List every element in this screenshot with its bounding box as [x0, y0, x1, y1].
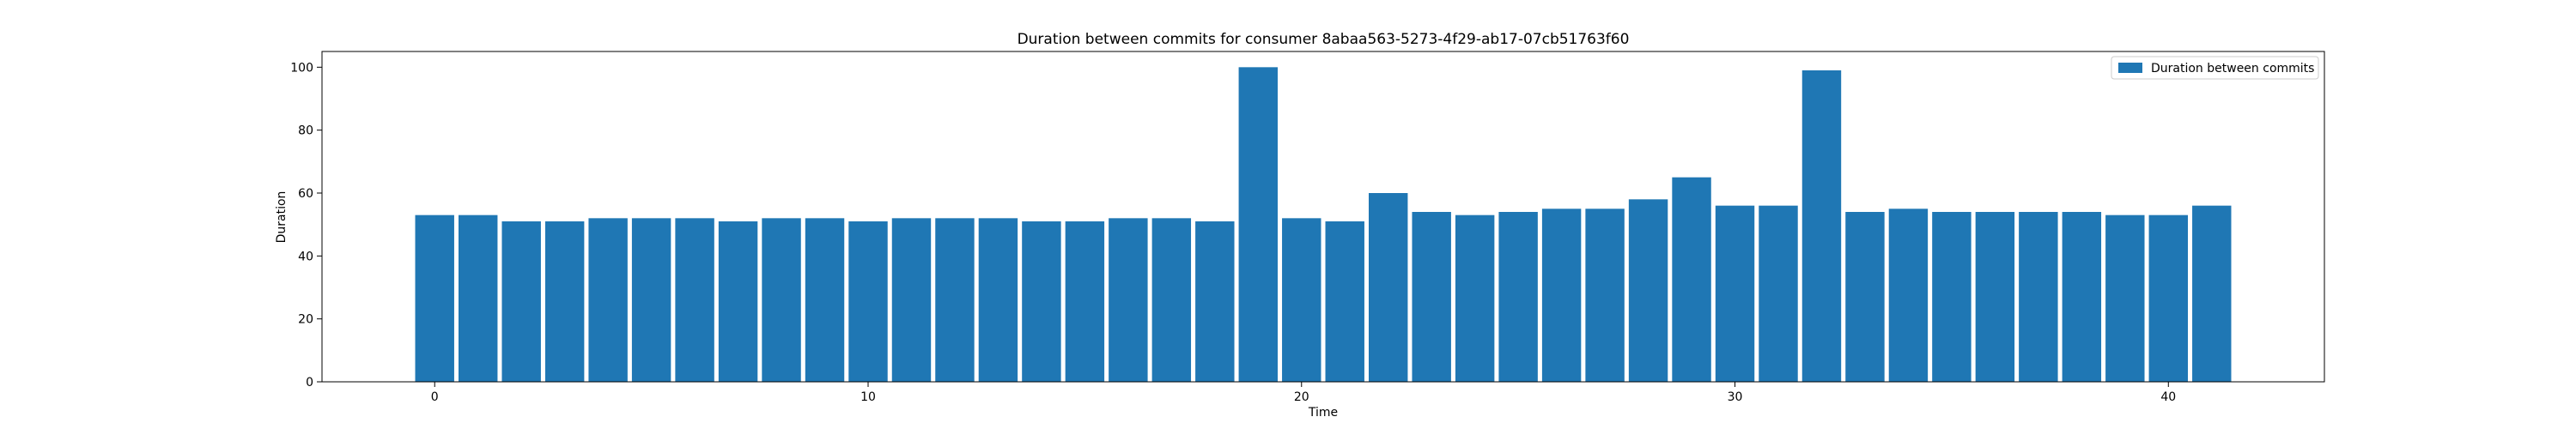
bar — [1932, 212, 1971, 382]
bar — [2148, 214, 2188, 382]
bar — [2019, 212, 2058, 382]
bar — [718, 221, 758, 382]
bar — [415, 214, 454, 382]
bar — [459, 214, 498, 382]
plot-frame — [321, 51, 2325, 383]
y-tick-label: 40 — [298, 250, 313, 263]
bar — [1109, 218, 1148, 382]
bar — [1715, 205, 1755, 382]
y-tick-label: 60 — [298, 187, 313, 201]
bar — [848, 221, 888, 382]
bar — [1195, 221, 1235, 382]
bar — [1498, 212, 1538, 382]
y-axis-label: Duration — [275, 191, 289, 244]
bar — [588, 218, 628, 382]
bar — [1628, 199, 1668, 382]
bar — [1412, 212, 1451, 382]
x-tick-label: 10 — [860, 390, 876, 404]
x-tick-label: 20 — [1294, 390, 1309, 404]
bar — [501, 221, 541, 382]
legend-label: Duration between commits — [2151, 62, 2314, 76]
y-tick-label: 0 — [306, 376, 313, 390]
x-axis-ticks: 0 10 20 30 40 — [431, 382, 2176, 404]
bar — [1845, 212, 1885, 382]
bar — [2192, 205, 2232, 382]
bar — [1369, 193, 1408, 382]
bar — [1065, 221, 1105, 382]
bar — [935, 218, 975, 382]
bar — [675, 218, 714, 382]
legend: Duration between commits — [2111, 56, 2319, 80]
y-axis-ticks: 0 20 40 60 80 100 — [290, 61, 322, 390]
x-tick-label: 30 — [1728, 390, 1743, 404]
bar — [1975, 212, 2015, 382]
bar — [1585, 208, 1625, 382]
x-tick-label: 40 — [2160, 390, 2176, 404]
bar — [1888, 208, 1929, 382]
bar — [1325, 221, 1364, 382]
bar — [1801, 70, 1842, 382]
bar — [1022, 221, 1061, 382]
bar — [1541, 208, 1582, 382]
bars-group — [415, 67, 2232, 382]
y-tick-label: 80 — [298, 124, 313, 138]
y-tick-label: 20 — [298, 313, 313, 327]
legend-frame — [2111, 56, 2319, 80]
bar — [891, 218, 932, 382]
bar — [762, 218, 801, 382]
bar — [544, 221, 585, 382]
bar — [2062, 212, 2102, 382]
bar — [805, 218, 845, 382]
bar — [1759, 205, 1798, 382]
bar — [631, 218, 671, 382]
y-tick-label: 100 — [290, 61, 313, 75]
legend-swatch — [2118, 63, 2142, 73]
bar — [978, 218, 1018, 382]
bar — [1282, 218, 1321, 382]
bar — [2105, 214, 2145, 382]
chart-title: Duration between commits for consumer 8a… — [1018, 31, 1630, 48]
bar — [1238, 67, 1278, 382]
x-axis-label: Time — [1308, 406, 1338, 420]
x-tick-label: 0 — [431, 390, 439, 404]
bar — [1151, 218, 1192, 382]
bar — [1455, 214, 1495, 382]
bar — [1672, 177, 1711, 382]
